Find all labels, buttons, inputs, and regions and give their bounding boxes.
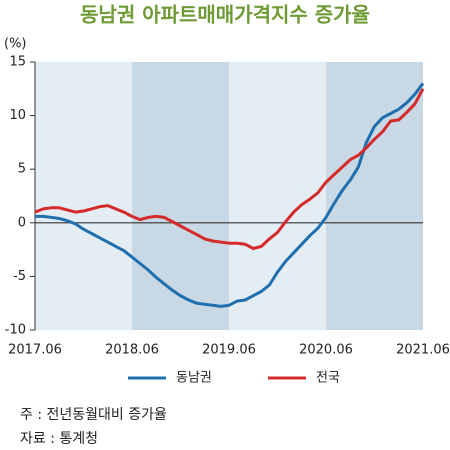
period-band bbox=[229, 62, 326, 330]
chart-title: 동남권 아파트매매가격지수 증가율 bbox=[80, 3, 370, 27]
x-tick-label: 2018.06 bbox=[105, 343, 159, 358]
period-band bbox=[132, 62, 229, 330]
y-tick-label: -5 bbox=[13, 269, 26, 284]
x-tick-label: 2017.06 bbox=[8, 343, 62, 358]
series-line bbox=[34, 88, 425, 250]
x-tick-label: 2021.06 bbox=[396, 343, 450, 358]
y-tick-label: 10 bbox=[9, 108, 26, 123]
x-tick-label: 2019.06 bbox=[202, 343, 256, 358]
y-tick-label: 5 bbox=[18, 162, 26, 177]
legend-label: 전국 bbox=[316, 371, 340, 386]
x-tick-label: 2020.06 bbox=[299, 343, 353, 358]
y-tick-label: 15 bbox=[9, 55, 26, 70]
period-band bbox=[326, 62, 423, 330]
note: 자료 : 통계청 bbox=[20, 431, 98, 447]
note: 주 : 전년동월대비 증가율 bbox=[20, 407, 167, 423]
period-band bbox=[35, 62, 132, 330]
y-tick-label: -10 bbox=[5, 323, 26, 338]
y-axis-label: (%) bbox=[4, 37, 27, 52]
legend-label: 동남권 bbox=[176, 371, 212, 386]
y-tick-label: 0 bbox=[18, 215, 26, 230]
series-line bbox=[35, 82, 425, 308]
